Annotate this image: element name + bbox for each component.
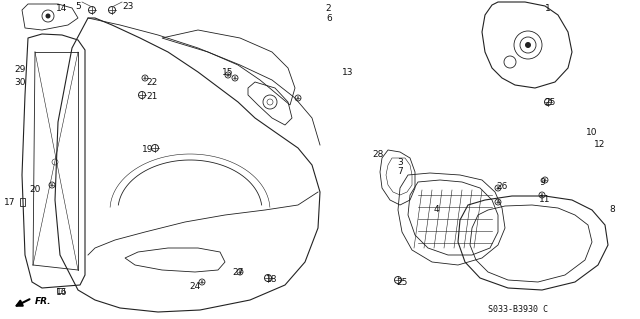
- Text: 4: 4: [433, 205, 439, 214]
- Text: 3: 3: [397, 158, 403, 167]
- Text: 29: 29: [14, 65, 26, 74]
- Circle shape: [525, 42, 531, 48]
- Text: 17: 17: [4, 198, 16, 207]
- Text: 21: 21: [147, 92, 157, 101]
- Text: 25: 25: [544, 98, 556, 107]
- Text: 28: 28: [372, 150, 384, 159]
- Text: 20: 20: [29, 185, 41, 194]
- Text: 15: 15: [222, 68, 234, 77]
- Text: 5: 5: [75, 2, 81, 11]
- Text: 16: 16: [56, 288, 68, 297]
- Text: 11: 11: [540, 195, 551, 204]
- Circle shape: [45, 13, 51, 19]
- Text: 1: 1: [545, 4, 551, 13]
- Text: 22: 22: [147, 78, 157, 87]
- Text: 30: 30: [14, 78, 26, 87]
- Text: 26: 26: [496, 182, 508, 191]
- Text: S033-B3930 C: S033-B3930 C: [488, 305, 548, 314]
- Text: 27: 27: [232, 268, 244, 277]
- Text: 13: 13: [342, 68, 354, 77]
- Text: 10: 10: [586, 128, 598, 137]
- Text: 19: 19: [142, 145, 154, 154]
- Text: 2: 2: [325, 4, 331, 13]
- Text: 9: 9: [539, 178, 545, 187]
- Text: 24: 24: [189, 282, 200, 291]
- Text: 25: 25: [396, 278, 408, 287]
- Text: FR.: FR.: [35, 297, 51, 306]
- Text: 7: 7: [397, 167, 403, 176]
- Text: 23: 23: [122, 2, 134, 11]
- Text: 12: 12: [595, 140, 605, 149]
- Text: 8: 8: [609, 205, 615, 214]
- Text: 14: 14: [56, 4, 68, 13]
- Text: 18: 18: [266, 275, 278, 284]
- Text: 6: 6: [326, 14, 332, 23]
